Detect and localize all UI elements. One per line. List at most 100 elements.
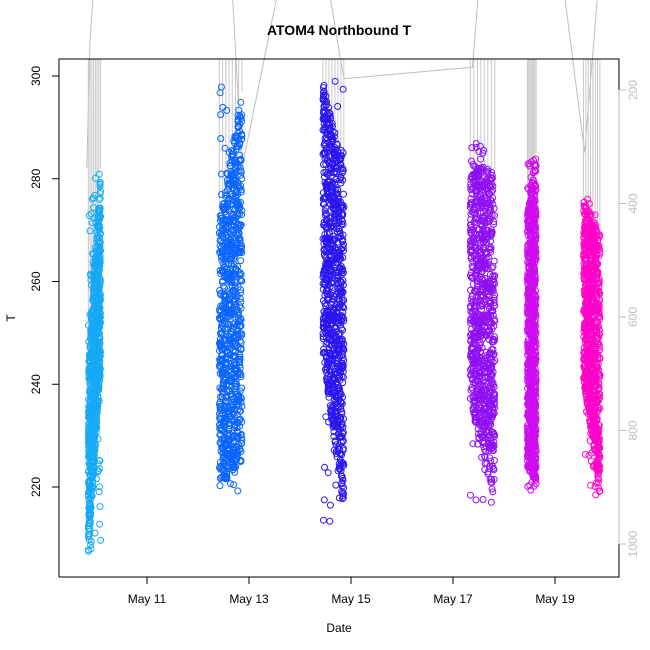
data-point <box>92 378 100 386</box>
data-point <box>319 349 327 357</box>
data-point <box>328 120 336 127</box>
data-point <box>323 349 331 356</box>
data-point <box>325 334 333 341</box>
data-point <box>336 372 344 380</box>
data-point <box>323 374 330 382</box>
data-point <box>90 319 98 326</box>
data-point <box>325 109 333 116</box>
secondary-profile-line <box>86 0 598 169</box>
data-point <box>237 439 245 447</box>
data-point <box>86 354 93 362</box>
data-point <box>237 156 245 164</box>
data-point <box>223 470 231 478</box>
data-point <box>337 433 345 441</box>
data-point <box>224 233 232 241</box>
data-point <box>217 329 224 337</box>
data-point <box>216 416 224 424</box>
data-point <box>216 384 224 392</box>
data-point <box>322 325 330 333</box>
data-point <box>216 212 224 220</box>
data-point <box>236 249 244 256</box>
data-point <box>329 309 337 317</box>
data-point <box>335 225 343 233</box>
data-point <box>331 323 339 331</box>
data-point <box>217 430 225 438</box>
data-point <box>337 397 345 405</box>
data-point <box>339 475 346 482</box>
data-point <box>336 366 344 374</box>
data-point <box>319 195 327 203</box>
data-point <box>340 190 347 198</box>
data-point <box>218 266 226 274</box>
data-point <box>335 210 343 217</box>
data-point <box>338 410 346 418</box>
data-point <box>236 276 244 283</box>
data-point <box>230 170 238 178</box>
data-point <box>221 376 229 384</box>
data-point <box>227 440 235 448</box>
data-point <box>217 362 225 370</box>
data-point <box>230 352 238 360</box>
data-point <box>323 234 331 242</box>
data-point <box>223 250 231 258</box>
data-point <box>321 142 329 150</box>
data-point <box>217 447 225 455</box>
data-point <box>85 522 93 530</box>
data-point <box>338 337 346 345</box>
data-point <box>223 309 231 317</box>
data-point <box>335 218 343 226</box>
data-point <box>328 411 335 419</box>
data-point <box>94 344 102 351</box>
data-point <box>324 178 332 186</box>
data-point <box>334 357 341 365</box>
data-point <box>223 191 231 199</box>
data-point <box>91 351 99 358</box>
data-point <box>92 387 100 395</box>
data-point <box>320 245 328 253</box>
data-points-layer <box>84 77 604 555</box>
data-point <box>335 361 343 369</box>
data-point <box>85 451 93 459</box>
data-point <box>221 448 229 456</box>
data-point <box>225 382 233 390</box>
data-point <box>339 445 347 452</box>
data-point <box>216 412 224 420</box>
data-point <box>237 277 245 285</box>
data-point <box>331 149 339 157</box>
data-point <box>216 266 224 274</box>
data-point <box>321 193 329 201</box>
data-point <box>92 357 100 365</box>
data-point <box>334 149 342 157</box>
data-point <box>333 341 341 349</box>
data-point <box>229 466 237 474</box>
data-point <box>236 239 244 247</box>
data-point <box>320 149 328 157</box>
data-point <box>89 409 97 417</box>
data-point <box>238 384 246 392</box>
data-point <box>86 375 94 383</box>
data-point <box>236 364 244 372</box>
data-point <box>91 269 98 277</box>
data-point <box>92 314 100 322</box>
data-point <box>228 278 236 286</box>
data-point <box>331 391 339 399</box>
data-point <box>336 312 344 320</box>
data-point <box>231 252 239 260</box>
data-point <box>219 219 227 227</box>
data-point <box>90 366 98 374</box>
data-point <box>233 202 241 210</box>
data-point <box>217 343 225 351</box>
data-point <box>94 284 102 292</box>
data-point <box>339 254 347 262</box>
data-point <box>230 178 238 185</box>
data-point <box>91 439 99 447</box>
data-point <box>327 352 335 360</box>
data-point <box>95 170 103 178</box>
data-point <box>337 216 345 224</box>
data-point <box>216 400 223 408</box>
data-point <box>338 237 346 245</box>
data-point <box>217 324 225 332</box>
data-point <box>92 425 100 433</box>
data-point <box>319 150 327 158</box>
data-point <box>235 402 243 410</box>
